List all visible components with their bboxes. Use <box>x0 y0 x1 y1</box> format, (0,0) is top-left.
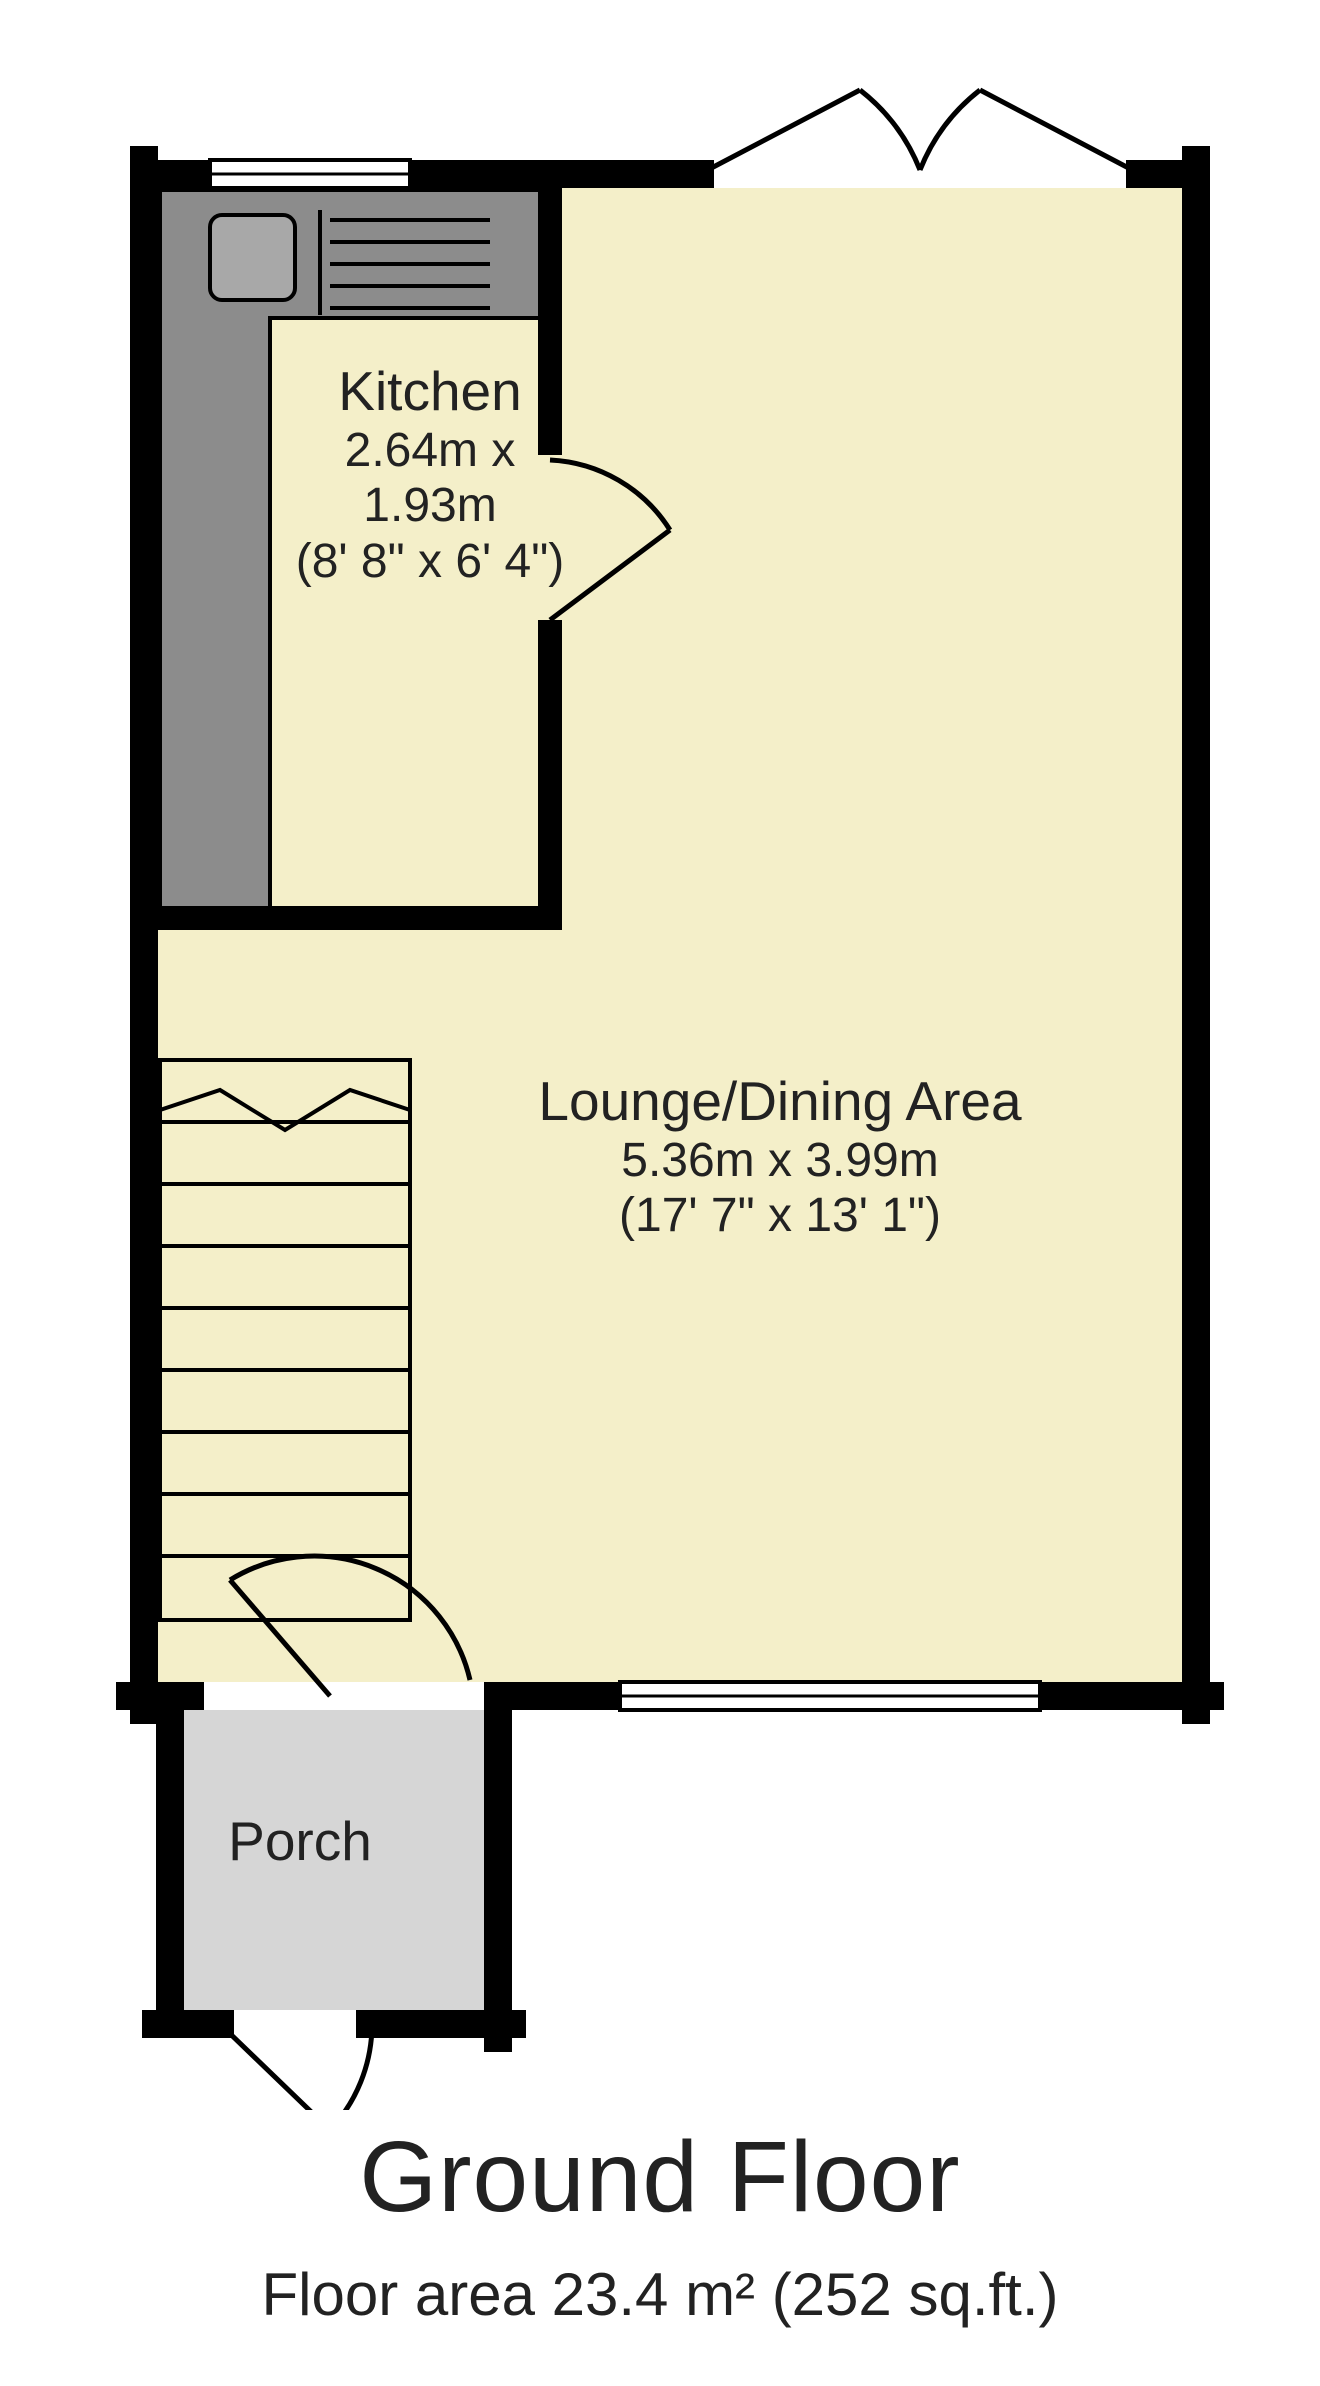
porch-label: Porch <box>150 1810 450 1873</box>
french-doors <box>700 90 1140 188</box>
kitchen-dim2: 1.93m <box>220 478 640 533</box>
kitchen-name: Kitchen <box>220 360 640 423</box>
lounge-label: Lounge/Dining Area 5.36m x 3.99m (17' 7"… <box>340 1070 1220 1244</box>
lounge-name: Lounge/Dining Area <box>340 1070 1220 1133</box>
floor-title: Ground Floor <box>0 2120 1320 2235</box>
door-porch-external <box>220 2024 372 2110</box>
floor-area-line: Floor area 23.4 m² (252 sq.ft.) <box>0 2260 1320 2329</box>
kitchen-sink <box>210 215 295 300</box>
lounge-imperial: (17' 7" x 13' 1") <box>340 1188 1220 1243</box>
kitchen-dim1: 2.64m x <box>220 423 640 478</box>
lounge-dim: 5.36m x 3.99m <box>340 1133 1220 1188</box>
kitchen-label: Kitchen 2.64m x 1.93m (8' 8" x 6' 4") <box>220 360 640 589</box>
kitchen-imperial: (8' 8" x 6' 4") <box>220 534 640 589</box>
porch-name: Porch <box>150 1810 450 1873</box>
floorplan-page: Kings <box>0 0 1320 2386</box>
